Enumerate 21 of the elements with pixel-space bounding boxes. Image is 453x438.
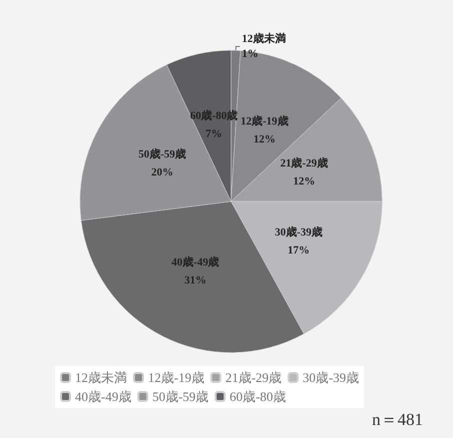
slice-label: 12歳未満: [242, 32, 286, 45]
data-label: 7%: [206, 128, 222, 140]
legend-label: 60歳-80歳: [230, 389, 286, 404]
data-label: 20%: [151, 166, 174, 179]
slice-label: 21歳-29歳: [280, 156, 328, 170]
slice-label: 30歳-39歳: [274, 225, 322, 238]
slice-label: 12歳-19歳: [240, 114, 288, 128]
legend-label: 12歳-19歳: [148, 370, 204, 385]
data-label: 17%: [288, 244, 310, 256]
legend-label: 21歳-29歳: [225, 370, 282, 385]
text: n＝481: [372, 410, 423, 429]
slice-label: 50歳-59歳: [138, 148, 186, 161]
legend-label: 12歳未満: [75, 370, 127, 385]
legend-label: 40歳-49歳: [75, 389, 132, 404]
legend-label: 30歳-39歳: [302, 370, 359, 385]
data-label: 31%: [184, 274, 206, 286]
data-label: 12%: [293, 176, 316, 188]
slice-label: 40歳-49歳: [172, 255, 220, 268]
data-label: 12%: [253, 133, 276, 146]
data-label: 1%: [242, 48, 258, 60]
legend-label: 50歳-59歳: [152, 389, 209, 404]
